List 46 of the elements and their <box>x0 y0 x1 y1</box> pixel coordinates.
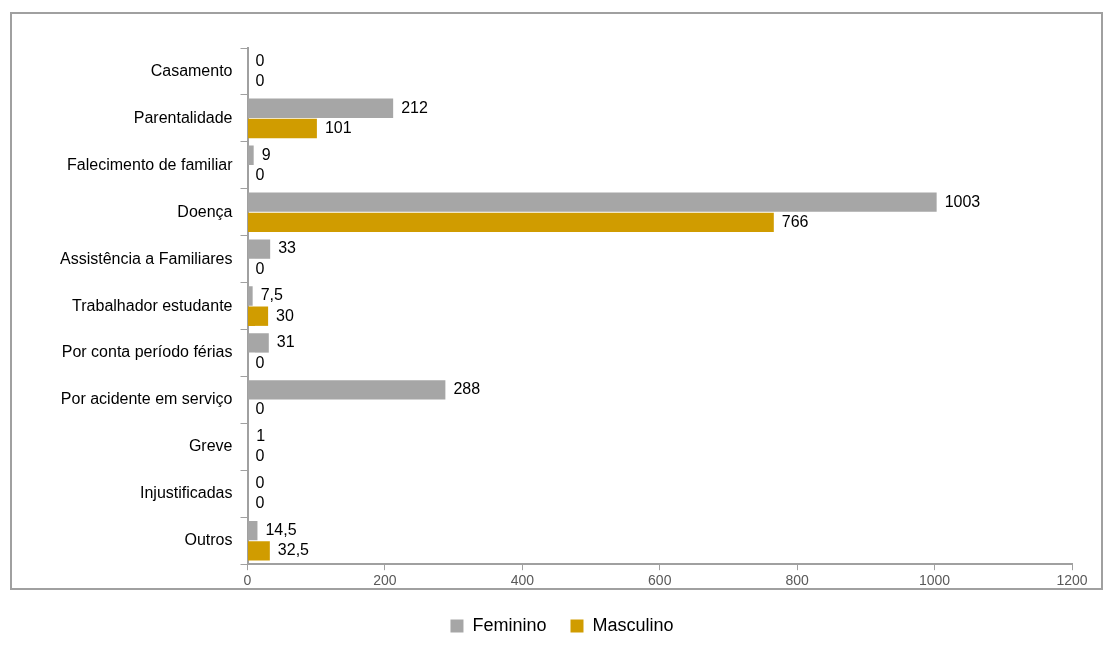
y-tick-label: Falecimento de familiar <box>67 155 234 173</box>
data-label: 32,5 <box>277 541 310 559</box>
data-label: 31 <box>276 333 295 351</box>
x-tick-label: 1200 <box>1056 572 1088 589</box>
x-tick-label: 800 <box>785 572 810 589</box>
data-label: 14,5 <box>265 521 297 539</box>
y-tick-label: Casamento <box>150 61 233 79</box>
y-tick-label: Trabalhador estudante <box>72 296 233 314</box>
data-label: 0 <box>255 71 265 89</box>
y-tick-label: Por acidente em serviço <box>60 390 233 408</box>
data-label: 0 <box>255 51 265 69</box>
bar <box>248 212 774 233</box>
bar <box>248 306 269 326</box>
bar <box>248 118 317 139</box>
y-tick-label: Parentalidade <box>133 108 233 126</box>
data-label: 30 <box>276 306 295 324</box>
data-label: 1 <box>256 427 266 445</box>
x-tick-label: 200 <box>373 572 397 589</box>
data-label: 101 <box>324 118 352 136</box>
data-label: 0 <box>255 259 265 277</box>
data-label: 766 <box>781 212 809 230</box>
y-tick-label: Injustificadas <box>140 484 233 502</box>
data-label: 0 <box>255 474 265 492</box>
y-tick-label: Doença <box>177 202 233 220</box>
y-tick-label: Por conta período férias <box>61 343 233 361</box>
x-tick-label: 0 <box>243 572 252 589</box>
x-tick-label: 600 <box>648 572 672 589</box>
legend-label: Masculino <box>592 614 674 635</box>
legend-label: Feminino <box>472 614 547 635</box>
data-label: 7,5 <box>260 286 283 304</box>
x-tick-label: 400 <box>510 572 535 589</box>
y-tick-label: Greve <box>188 437 233 455</box>
data-label: 9 <box>261 145 271 163</box>
data-label: 0 <box>255 447 265 465</box>
x-tick-label: 1000 <box>919 572 951 589</box>
data-label: 33 <box>278 239 297 257</box>
data-label: 0 <box>255 165 265 183</box>
data-label: 288 <box>453 380 481 398</box>
bar <box>248 541 270 561</box>
data-label: 0 <box>255 400 265 418</box>
data-label: 1003 <box>944 192 981 210</box>
data-label: 212 <box>401 98 428 116</box>
y-tick-label: Assistência a Familiares <box>60 249 233 267</box>
data-label: 0 <box>255 353 265 371</box>
data-label: 0 <box>255 494 265 512</box>
y-tick-label: Outros <box>184 531 233 549</box>
